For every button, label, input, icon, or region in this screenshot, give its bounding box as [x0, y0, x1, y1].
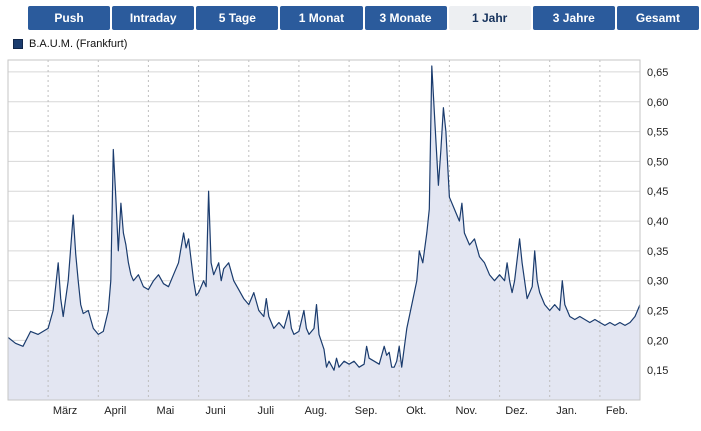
tab-gesamt[interactable]: Gesamt [616, 6, 699, 30]
legend-label: B.A.U.M. (Frankfurt) [29, 38, 128, 50]
tab-push[interactable]: Push [28, 6, 111, 30]
tab-intraday[interactable]: Intraday [112, 6, 195, 30]
tab-1-monat[interactable]: 1 Monat [280, 6, 363, 30]
x-tick-label: Juni [206, 405, 226, 417]
price-chart: 0,65 0,60 0,55 0,50 0,45 0,40 0,35 0,30 0,25 0,20… [7, 59, 668, 417]
y-tick-label: 0,50 [647, 156, 668, 168]
tab-5-tage[interactable]: 5 Tage [196, 6, 279, 30]
y-tick-label: 0,60 [647, 97, 668, 109]
y-tick-label: 0,15 [647, 365, 668, 377]
x-tick-label: Nov. [455, 405, 477, 417]
chart-range-tabbar: Push Intraday 5 Tage 1 Monat 3 Monate 1 … [28, 6, 699, 30]
x-tick-label: Jan. [556, 405, 577, 417]
x-tick-label: Sep. [355, 405, 378, 417]
y-tick-label: 0,30 [647, 276, 668, 288]
x-tick-label: Aug. [305, 405, 328, 417]
x-tick-label: Dez. [505, 405, 528, 417]
y-tick-label: 0,65 [647, 67, 668, 79]
price-area [8, 66, 640, 400]
x-tick-label: Juli [258, 405, 275, 417]
y-tick-label: 0,25 [647, 306, 668, 318]
x-tick-label: Okt. [406, 405, 426, 417]
y-tick-label: 0,20 [647, 335, 668, 347]
x-tick-label: Mai [157, 405, 175, 417]
price-line [7, 65, 641, 371]
legend-series-marker-icon [13, 39, 23, 49]
y-tick-label: 0,45 [647, 186, 668, 198]
x-tick-label: April [104, 405, 126, 417]
tab-3-monate[interactable]: 3 Monate [364, 6, 447, 30]
tab-3-jahre[interactable]: 3 Jahre [532, 6, 615, 30]
legend: B.A.U.M. (Frankfurt) [13, 38, 127, 50]
y-tick-label: 0,40 [647, 216, 668, 228]
y-tick-label: 0,35 [647, 246, 668, 258]
tab-1-jahr[interactable]: 1 Jahr [448, 6, 531, 30]
y-tick-label: 0,55 [647, 127, 668, 139]
plot-frame [7, 59, 641, 401]
x-tick-label: Feb. [606, 405, 628, 417]
x-tick-label: März [53, 405, 77, 417]
